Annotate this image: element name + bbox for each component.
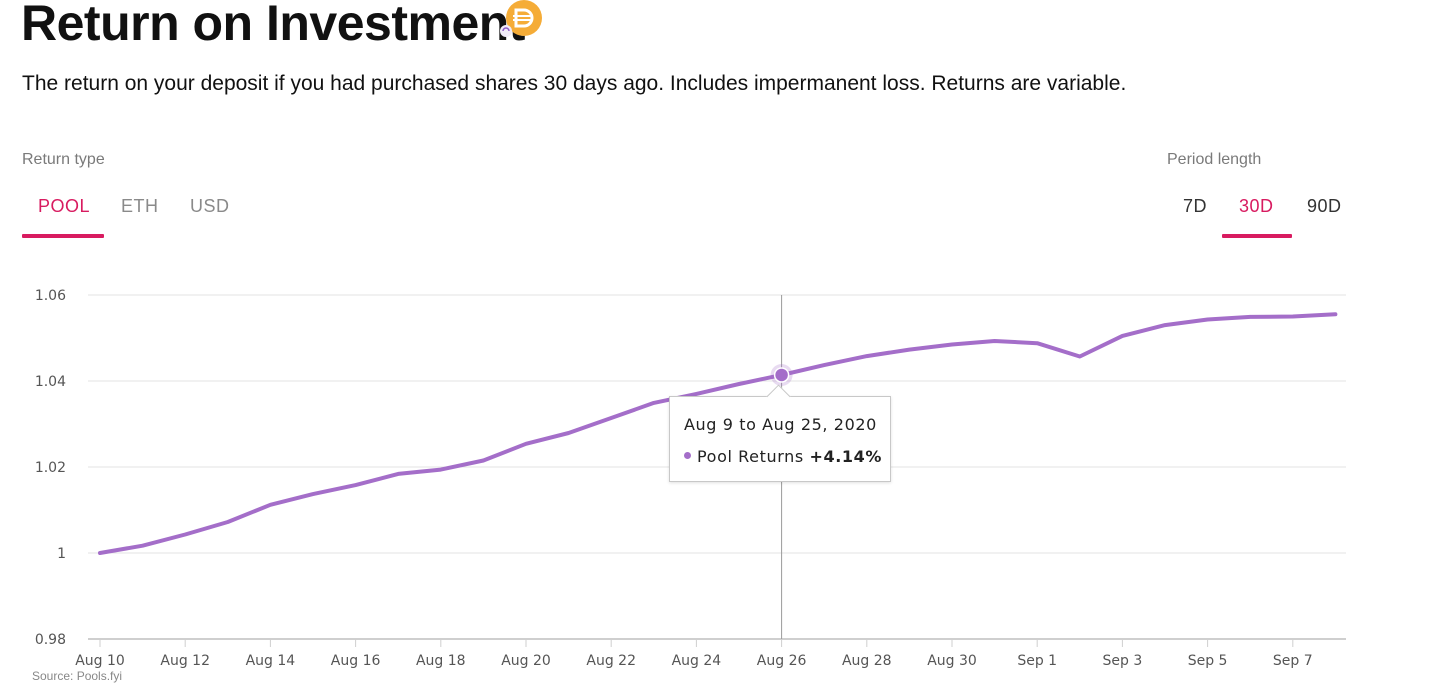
- tab-usd[interactable]: USD: [190, 196, 230, 216]
- x-tick-label: Aug 30: [927, 653, 977, 669]
- tooltip-series-name: Pool Returns: [697, 447, 804, 466]
- y-tick-label: 1: [57, 546, 66, 562]
- y-tick-label: 1.06: [35, 288, 66, 304]
- x-tick-label: Aug 26: [757, 653, 807, 669]
- tab-eth[interactable]: ETH: [121, 196, 159, 216]
- tooltip-title: Aug 9 to Aug 25, 2020: [684, 415, 877, 434]
- x-tick-label: Aug 14: [246, 653, 296, 669]
- x-tick-label: Aug 10: [75, 653, 125, 669]
- tab-90d[interactable]: 90D: [1307, 196, 1342, 216]
- x-tick-label: Aug 18: [416, 653, 466, 669]
- roi-line-chart[interactable]: 0.98 1 1.02 1.04 1.06 Aug 10 Aug 12 Aug 14 Aug 1…: [0, 260, 1456, 670]
- page-title: Return on Investment: [21, 0, 525, 51]
- tab-7d[interactable]: 7D: [1183, 196, 1208, 216]
- y-tick-label: 1.02: [35, 460, 66, 476]
- period-selected-indicator: [1222, 234, 1292, 238]
- tab-30d[interactable]: 30D: [1239, 196, 1274, 216]
- series-line-pool-returns: [98, 312, 1338, 555]
- chart-tooltip: Aug 9 to Aug 25, 2020 Pool Returns +4.14…: [669, 384, 891, 482]
- dai-coin-icon: [500, 0, 542, 37]
- x-tick-label: Aug 22: [586, 653, 636, 669]
- series-color-dot: [684, 452, 691, 459]
- x-tick-label: Aug 16: [331, 653, 381, 669]
- tab-pool[interactable]: POOL: [38, 196, 91, 216]
- y-tick-label: 1.04: [35, 374, 66, 390]
- x-tick-label: Aug 24: [672, 653, 722, 669]
- y-tick-label: 0.98: [35, 632, 66, 648]
- x-tick-label: Aug 12: [160, 653, 210, 669]
- source-note: Source: Pools.fyi: [32, 669, 123, 683]
- x-tick-label: Sep 7: [1273, 653, 1313, 669]
- x-tick-label: Aug 20: [501, 653, 551, 669]
- x-tick-label: Sep 5: [1188, 653, 1228, 669]
- return-type-label: Return type: [22, 151, 105, 168]
- hover-point[interactable]: [773, 367, 790, 383]
- tooltip-value: +4.14%: [809, 447, 883, 466]
- x-tick-label: Sep 3: [1103, 653, 1143, 669]
- period-length-label: Period length: [1167, 151, 1262, 168]
- tooltip-row: Pool Returns +4.14%: [684, 447, 882, 466]
- return-type-selected-indicator: [22, 234, 104, 238]
- x-tick-label: Aug 28: [842, 653, 892, 669]
- page-subtitle: The return on your deposit if you had pu…: [22, 72, 1127, 95]
- x-tick-label: Sep 1: [1017, 653, 1057, 669]
